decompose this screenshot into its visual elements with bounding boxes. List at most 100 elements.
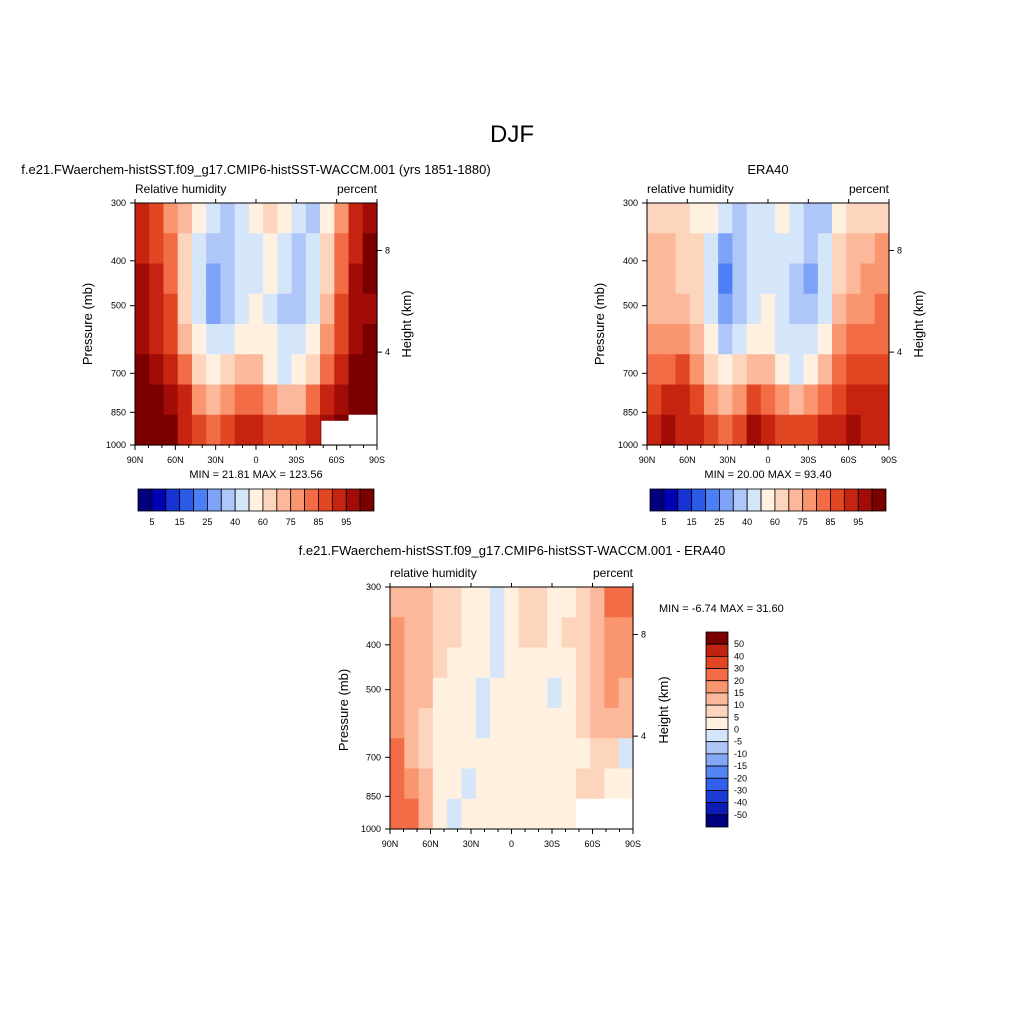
heatmap-cell: [220, 354, 236, 386]
heatmap-cell: [206, 384, 222, 416]
heatmap-cell: [135, 203, 150, 234]
x-tick-label: 60N: [167, 455, 184, 465]
heatmap-cell: [832, 263, 847, 295]
heatmap-cell: [647, 263, 662, 295]
colorbar-label: 75: [286, 517, 296, 527]
heatmap-cell: [817, 203, 833, 234]
colorbar-label: 75: [798, 517, 808, 527]
heatmap-cell: [817, 263, 833, 295]
x-tick-label: 90S: [369, 455, 385, 465]
heatmap-cell: [163, 203, 179, 234]
x-tick-label: 60S: [841, 455, 857, 465]
heatmap-cell: [135, 293, 150, 325]
heatmap-cell: [874, 384, 890, 416]
heatmap-cell: [404, 617, 420, 649]
heatmap-cell: [760, 384, 776, 416]
x-tick-label: 90N: [127, 455, 144, 465]
heatmap-cell: [746, 384, 762, 416]
heatmap-cell: [490, 798, 505, 830]
colorbar-label: 20: [734, 676, 744, 686]
heatmap-cell: [718, 414, 734, 446]
heatmap-cell: [860, 354, 876, 386]
x-tick-label: 90S: [625, 839, 641, 849]
y-tick-label: 700: [111, 368, 126, 378]
heatmap-cell: [390, 708, 405, 739]
panel-era40-right-label: percent: [849, 182, 890, 196]
colorbar-swatch: [705, 777, 729, 791]
colorbar-swatch: [179, 488, 194, 512]
y-tick-label: 500: [623, 301, 638, 311]
x-tick-label: 0: [509, 839, 514, 849]
y-tick-label: 700: [623, 368, 638, 378]
heatmap-cell: [291, 233, 307, 265]
heatmap-cell: [263, 263, 278, 295]
heatmap-cell: [191, 233, 207, 265]
heatmap-cell: [675, 263, 691, 295]
heatmap-cell: [817, 354, 833, 386]
heatmap-cell: [191, 293, 207, 325]
heatmap-cell: [447, 587, 463, 618]
heatmap-cell: [206, 324, 222, 355]
y-tick-label: 850: [366, 791, 381, 801]
heatmap-cell: [518, 798, 534, 830]
heatmap-cell: [461, 617, 477, 649]
heatmap-cell: [277, 414, 293, 446]
heatmap-cell: [561, 708, 577, 739]
heatmap-cell: [647, 293, 662, 325]
panel-model-colorbar: 5 15 25 40 60 75 85 95: [137, 488, 375, 527]
heatmap-cell: [789, 384, 805, 416]
heatmap-cell: [561, 798, 577, 830]
colorbar-swatch: [248, 488, 264, 512]
heatmap-cell: [206, 203, 222, 234]
x-tick-label: 0: [253, 455, 258, 465]
heatmap-cell: [675, 354, 691, 386]
heatmap-cell: [504, 617, 520, 649]
heatmap-cell: [461, 738, 477, 770]
panel-model: f.e21.FWaerchem-histSST.f09_g17.CMIP6-hi…: [21, 162, 490, 527]
heatmap-cell: [703, 354, 719, 386]
heatmap-cell: [248, 293, 264, 325]
heatmap-cell: [475, 617, 491, 649]
heatmap-cell: [532, 617, 548, 649]
colorbar-swatch: [760, 488, 776, 512]
heatmap-cell: [177, 414, 193, 446]
heatmap-cell: [647, 233, 662, 265]
heatmap-cell: [490, 768, 505, 800]
missing-data-region: [321, 420, 376, 445]
heatmap-cell: [191, 354, 207, 386]
colorbar-swatch: [705, 741, 729, 755]
heatmap-cell: [305, 414, 321, 446]
heatmap-cell: [775, 324, 790, 355]
colorbar-swatch: [705, 765, 729, 779]
heatmap-cell: [604, 677, 620, 709]
heatmap-cell: [177, 233, 193, 265]
y-tick-label: 850: [111, 407, 126, 417]
heatmap-cell: [647, 384, 662, 416]
heatmap-cell: [732, 354, 748, 386]
heatmap-cell: [575, 617, 591, 649]
heatmap-cell: [504, 647, 520, 679]
y-tick-label: 500: [111, 301, 126, 311]
heatmap-cell: [561, 617, 577, 649]
heatmap-cell: [846, 263, 862, 295]
heatmap-cell: [163, 233, 179, 265]
heatmap-cell: [461, 677, 477, 709]
heatmap-cell: [206, 263, 222, 295]
colorbar-swatch: [151, 488, 167, 512]
heatmap-cell: [675, 203, 691, 234]
heatmap-cell: [518, 768, 534, 800]
heatmap-cell: [432, 708, 448, 739]
heatmap-cell: [291, 203, 307, 234]
colorbar-swatch: [857, 488, 873, 512]
heatmap-cell: [532, 768, 548, 800]
heatmap-cell: [775, 263, 790, 295]
heatmap-cell: [618, 587, 634, 618]
heatmap-cell: [490, 617, 505, 649]
heatmap-cell: [518, 677, 534, 709]
heatmap-cell: [803, 233, 819, 265]
panel-model-ylabel: Pressure (mb): [80, 283, 95, 365]
colorbar-swatch: [705, 680, 729, 694]
heatmap-cell: [404, 708, 420, 739]
y-tick-label: 400: [111, 256, 126, 266]
heatmap-cell: [518, 738, 534, 770]
